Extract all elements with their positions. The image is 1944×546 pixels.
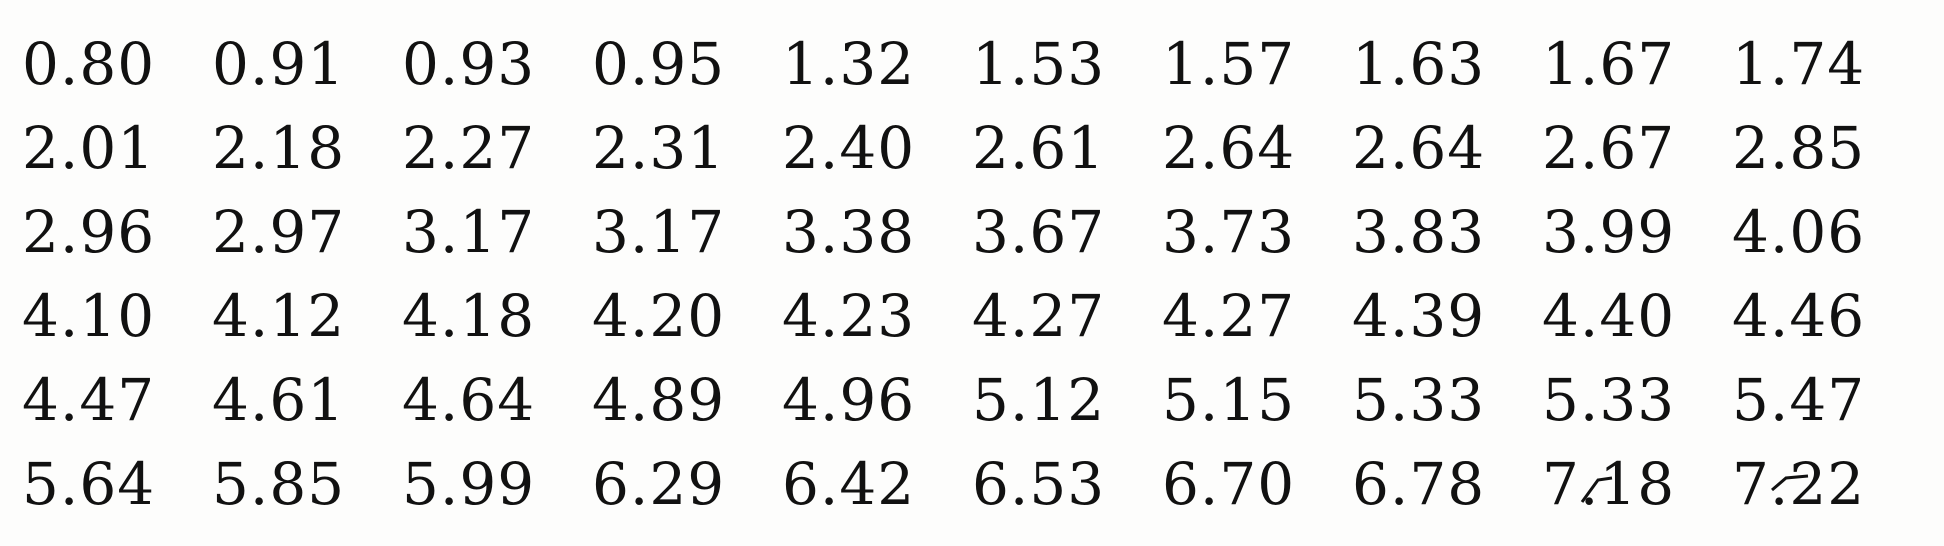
table-cell: 3.17 — [402, 198, 536, 266]
table-cell: 7.22 — [1732, 450, 1866, 518]
table-cell: 2.27 — [402, 114, 536, 182]
table-cell: 1.57 — [1162, 30, 1296, 98]
handwritten-mark-1 — [1580, 476, 1613, 503]
table-cell: 3.17 — [592, 198, 726, 266]
table-cell: 4.40 — [1542, 282, 1676, 350]
table-cell: 5.33 — [1542, 366, 1676, 434]
table-cell: 4.27 — [972, 282, 1106, 350]
table-cell: 4.96 — [782, 366, 916, 434]
table-cell: 3.67 — [972, 198, 1106, 266]
table-cell: 2.31 — [592, 114, 726, 182]
table-cell: 5.85 — [212, 450, 346, 518]
table-cell: 1.67 — [1542, 30, 1676, 98]
table-cell: 4.39 — [1352, 282, 1486, 350]
table-cell: 4.89 — [592, 366, 726, 434]
table-cell: 2.61 — [972, 114, 1106, 182]
table-cell: 4.06 — [1732, 198, 1866, 266]
table-cell: 1.74 — [1732, 30, 1866, 98]
table-cell: 5.33 — [1352, 366, 1486, 434]
table-cell: 2.64 — [1162, 114, 1296, 182]
table-cell: 6.29 — [592, 450, 726, 518]
table-cell: 4.20 — [592, 282, 726, 350]
table-cell: 5.99 — [402, 450, 536, 518]
table-cell: 2.67 — [1542, 114, 1676, 182]
table-cell: 0.95 — [592, 30, 726, 98]
table-cell: 3.99 — [1542, 198, 1676, 266]
table-cell: 3.73 — [1162, 198, 1296, 266]
table-cell: 6.70 — [1162, 450, 1296, 518]
table-cell: 0.93 — [402, 30, 536, 98]
table-cell: 6.42 — [782, 450, 916, 518]
table-cell: 2.40 — [782, 114, 916, 182]
table-cell: 4.12 — [212, 282, 346, 350]
table-cell: 1.63 — [1352, 30, 1486, 98]
table-cell: 6.78 — [1352, 450, 1486, 518]
table-cell: 2.01 — [22, 114, 156, 182]
table-cell: 0.80 — [22, 30, 156, 98]
table-cell: 4.61 — [212, 366, 346, 434]
table-cell: 3.83 — [1352, 198, 1486, 266]
table-cell: 2.18 — [212, 114, 346, 182]
table-cell: 2.96 — [22, 198, 156, 266]
table-cell: 4.18 — [402, 282, 536, 350]
handwritten-mark-2 — [1771, 474, 1809, 492]
table-cell: 1.53 — [972, 30, 1106, 98]
table-cell: 5.64 — [22, 450, 156, 518]
table-cell: 4.47 — [22, 366, 156, 434]
table-cell: 7.18 — [1542, 450, 1676, 518]
table-cell: 0.91 — [212, 30, 346, 98]
table-cell: 4.46 — [1732, 282, 1866, 350]
table-cell: 3.38 — [782, 198, 916, 266]
table-cell: 4.64 — [402, 366, 536, 434]
table-cell: 5.15 — [1162, 366, 1296, 434]
table-cell: 4.27 — [1162, 282, 1296, 350]
table-cell: 1.32 — [782, 30, 916, 98]
table-cell: 2.97 — [212, 198, 346, 266]
table-cell: 4.23 — [782, 282, 916, 350]
table-cell: 5.47 — [1732, 366, 1866, 434]
table-cell: 2.64 — [1352, 114, 1486, 182]
table-cell: 6.53 — [972, 450, 1106, 518]
data-table: 0.80 0.91 0.93 0.95 1.32 1.53 1.57 1.63 1.67 1.74… — [22, 22, 1922, 526]
table-cell: 4.10 — [22, 282, 156, 350]
table-cell: 5.12 — [972, 366, 1106, 434]
table-cell: 2.85 — [1732, 114, 1866, 182]
